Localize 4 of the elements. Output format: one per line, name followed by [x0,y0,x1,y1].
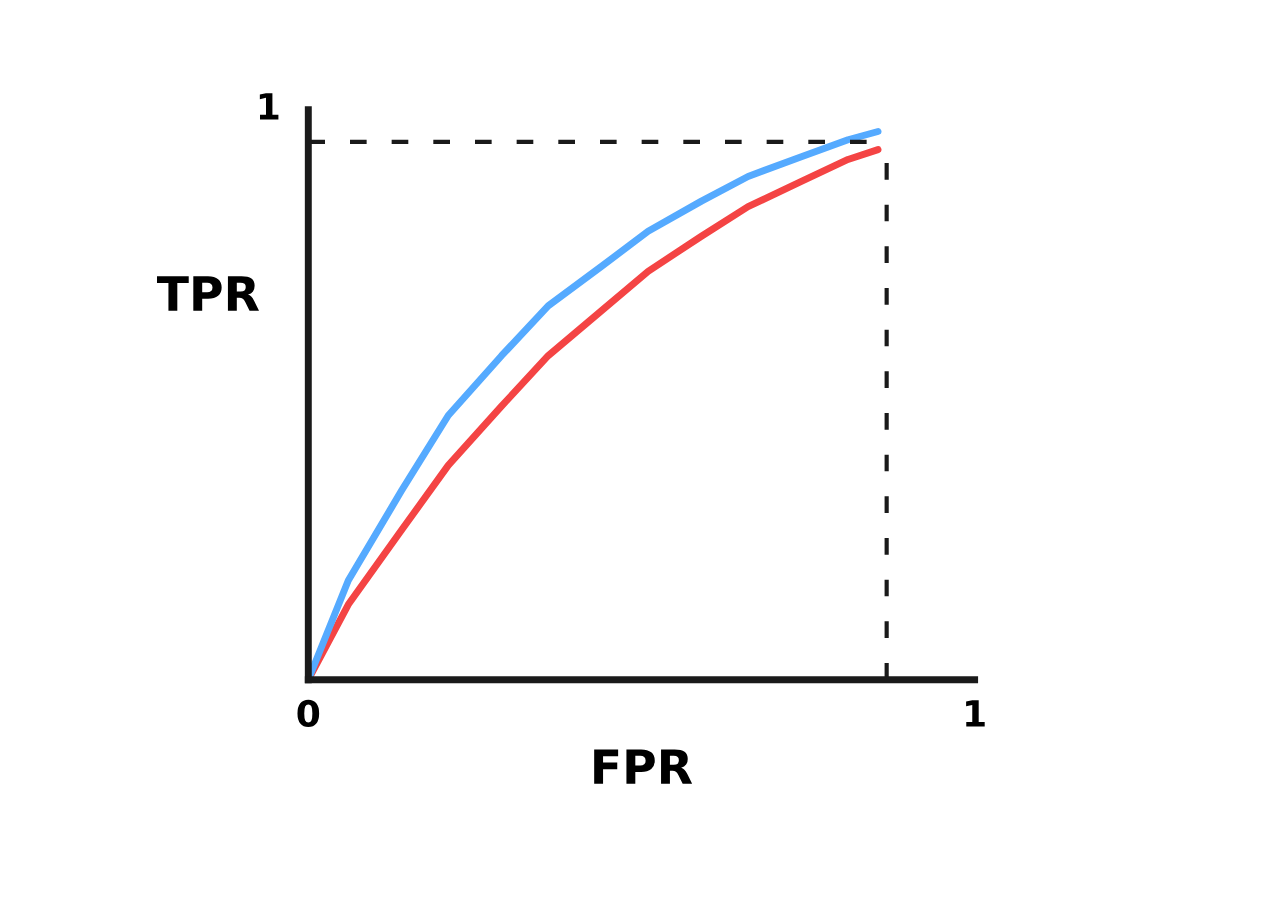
text: 1 [259,93,279,120]
x-axis-title: FPR [594,749,693,784]
x-tick-label: 0 [297,699,320,728]
y-axis-title: TPR [157,276,260,311]
